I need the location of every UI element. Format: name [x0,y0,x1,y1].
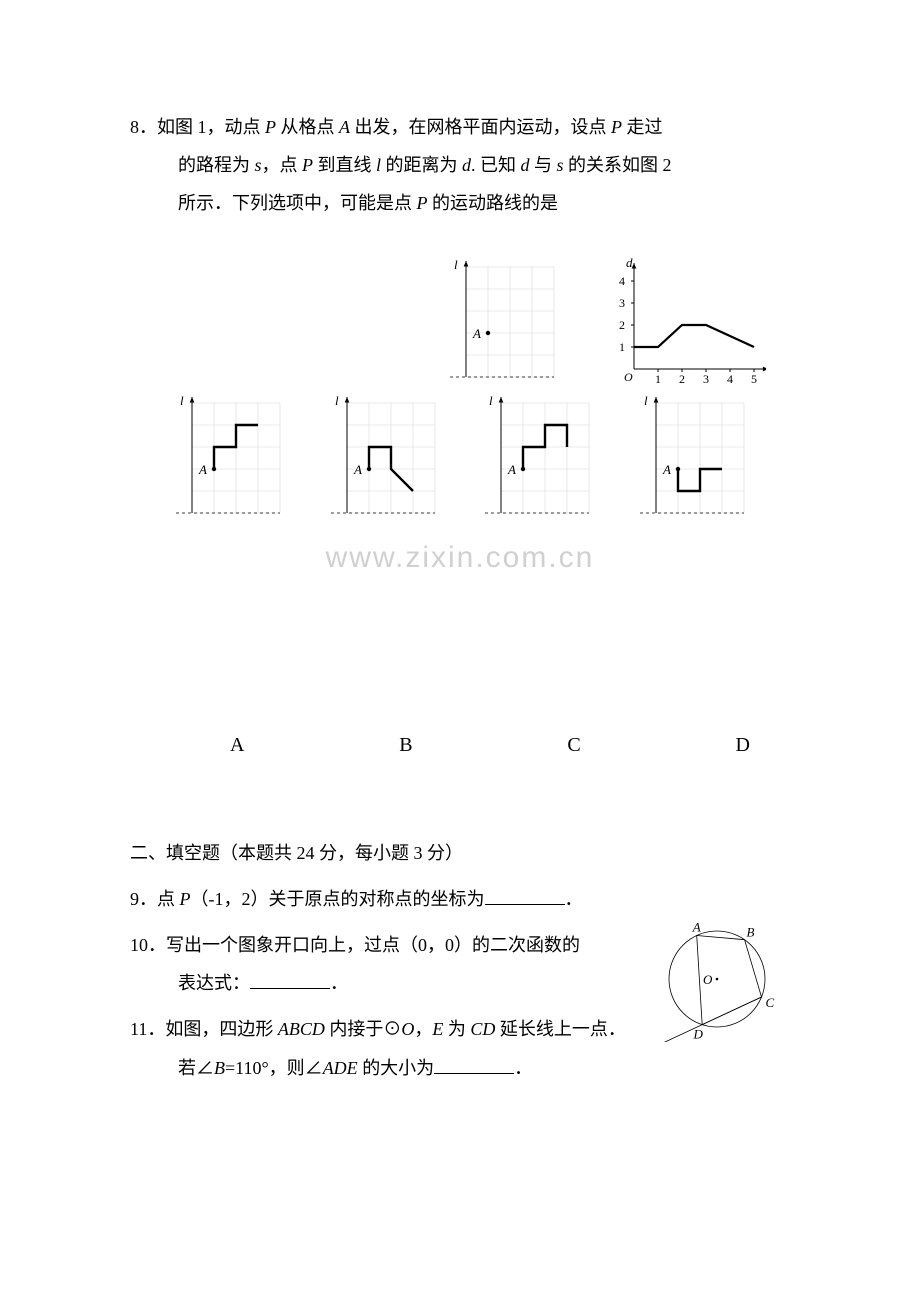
svg-text:A: A [472,326,481,341]
question-8: 8．如图 1，动点 P 从格点 A 出发，在网格平面内运动，设点 P 走过 的路… [130,110,790,221]
option-b-grid: lA [327,393,457,523]
svg-text:4: 4 [727,372,733,386]
q10-blank [250,971,330,989]
figure-1-grid: lA [446,257,576,387]
watermark-text: www.zixin.com.cn [130,529,790,586]
svg-text:l: l [454,257,458,272]
q8-line1: 8．如图 1，动点 P 从格点 A 出发，在网格平面内运动，设点 P 走过 [130,110,790,144]
question-11-line2: 若∠B=110°，则∠ADE 的大小为． [178,1051,790,1085]
svg-text:A: A [662,462,671,477]
q9-blank [485,887,565,905]
option-label-a: A [230,726,244,764]
svg-text:D: D [692,1027,703,1042]
svg-text:O: O [624,370,633,384]
figure-2-graph: 123412345Ods [606,257,766,387]
svg-text:B: B [747,925,755,940]
q9-number: 9． [130,889,157,909]
question-9: 9．点 P（-1，2）关于原点的对称点的坐标为． [130,882,790,916]
svg-text:2: 2 [679,372,685,386]
reference-figures-row: lA 123412345Ods [130,257,790,387]
svg-text:d: d [626,257,633,270]
option-d-grid: lA [636,393,766,523]
q11-number: 11． [130,1019,165,1039]
section-2-heading: 二、填空题（本题共 24 分，每小题 3 分） [130,836,790,870]
option-figures-row: lA lA lA lA [130,393,790,523]
q11-blank [434,1056,514,1074]
svg-text:3: 3 [619,296,625,310]
svg-text:A: A [198,462,207,477]
svg-text:1: 1 [655,372,661,386]
svg-text:A: A [692,919,701,934]
svg-text:4: 4 [619,274,625,288]
svg-text:l: l [335,393,339,408]
svg-text:A: A [507,462,516,477]
q8-line3: 所示．下列选项中，可能是点 P 的运动路线的是 [178,186,790,220]
option-labels-row: A B C D [130,726,790,764]
svg-text:2: 2 [619,318,625,332]
q8-number: 8． [130,117,157,137]
option-label-c: C [567,726,580,764]
svg-text:3: 3 [703,372,709,386]
q10-number: 10． [130,935,166,955]
svg-text:l: l [489,393,493,408]
svg-text:5: 5 [751,372,757,386]
svg-text:1: 1 [619,340,625,354]
q11-circle-diagram: ABCDEO [617,912,792,1042]
option-c-grid: lA [481,393,611,523]
option-a-grid: lA [172,393,302,523]
svg-text:A: A [353,462,362,477]
svg-text:C: C [766,995,775,1010]
option-label-d: D [736,726,750,764]
svg-text:O: O [703,972,713,987]
option-label-b: B [399,726,412,764]
svg-text:l: l [180,393,184,408]
q8-line2: 的路程为 s，点 P 到直线 l 的距离为 d. 已知 d 与 s 的关系如图 … [178,148,790,182]
svg-text:l: l [644,393,648,408]
